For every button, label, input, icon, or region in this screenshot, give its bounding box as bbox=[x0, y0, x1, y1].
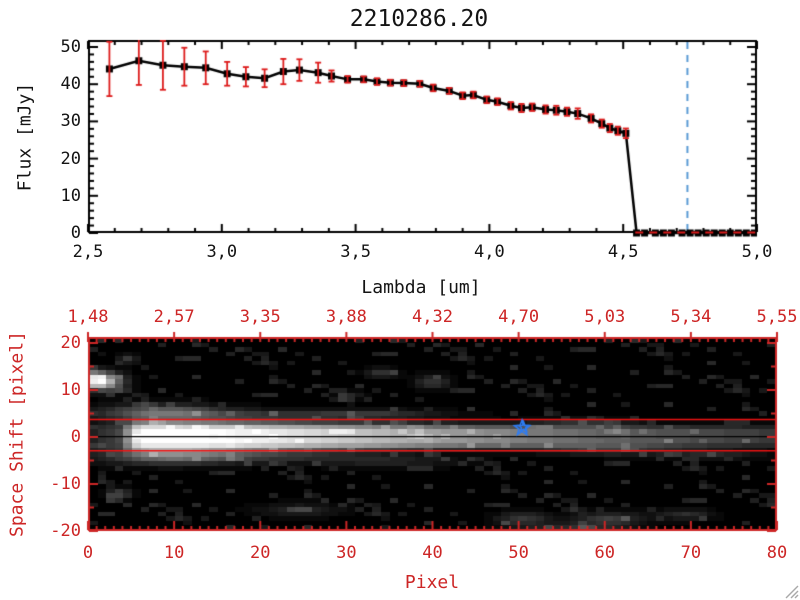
resize-grip-icon[interactable] bbox=[781, 581, 799, 599]
